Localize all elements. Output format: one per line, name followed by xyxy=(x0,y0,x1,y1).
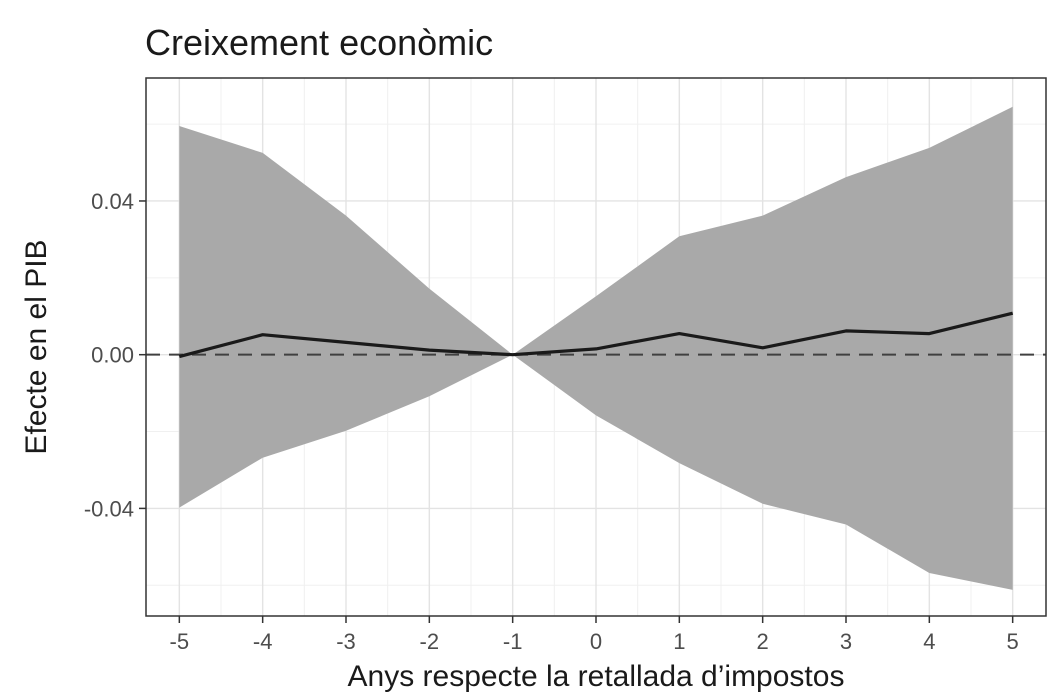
x-tick-label: 0 xyxy=(590,629,602,654)
series-line-layer xyxy=(178,311,1014,359)
axis-ticks: -5 -4 -3 -2 -1 0 1 2 3 4 5 -0.04 0.00 0.04 xyxy=(84,189,1019,654)
y-tick-label: 0.00 xyxy=(91,343,134,368)
x-tick-label: -1 xyxy=(503,629,523,654)
series-line xyxy=(178,311,1014,359)
chart-title: Creixement econòmic xyxy=(145,22,493,63)
x-tick-label: 3 xyxy=(840,629,852,654)
x-tick-label: 5 xyxy=(1007,629,1019,654)
x-tick-label: -2 xyxy=(420,629,440,654)
x-tick-label: 2 xyxy=(757,629,769,654)
x-tick-label: -5 xyxy=(170,629,190,654)
y-tick-label: -0.04 xyxy=(84,496,134,521)
x-axis-label: Anys respecte la retallada d’impostos xyxy=(348,660,845,693)
x-tick-label: -4 xyxy=(253,629,273,654)
y-axis-label: Efecte en el PIB xyxy=(20,239,53,454)
x-tick-label: 4 xyxy=(923,629,935,654)
x-tick-label: 1 xyxy=(673,629,685,654)
x-tick-label: -3 xyxy=(336,629,356,654)
y-tick-label: 0.04 xyxy=(91,189,134,214)
